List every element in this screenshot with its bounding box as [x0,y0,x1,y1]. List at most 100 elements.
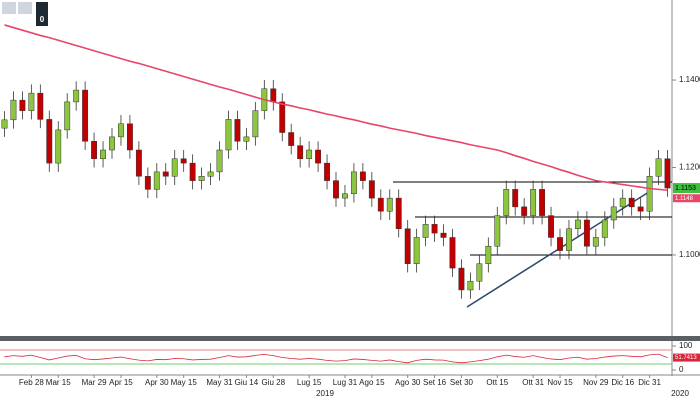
candle-body [458,267,465,291]
candle-body [637,206,644,212]
tool-button[interactable] [18,2,32,14]
moving-average [4,24,668,192]
candle-body [646,175,653,212]
x-tick-label: Ago 30 [395,378,421,387]
panel-separator [0,336,700,341]
candle-body [592,237,599,247]
candle-body [126,123,133,151]
x-tick-label: Apr 30 [145,378,169,387]
candle-body [216,149,223,173]
x-tick-label: Apr 15 [109,378,133,387]
badge: 0 [40,15,45,24]
x-tick-label: Giu 14 [235,378,259,387]
candle-body [431,224,438,234]
rsi-last-box [673,353,700,362]
ma-last-label: 1.1148 [675,196,694,202]
badge-box[interactable] [36,2,48,26]
candle-body [333,180,339,199]
candle-body [422,224,429,238]
candle-body [1,119,8,129]
candle-body [91,141,98,160]
y-tick-label: 1.1200 [679,163,700,172]
candle-body [413,237,420,264]
candle-body [144,175,151,190]
candle-body [73,89,80,103]
candle-body [279,101,286,133]
candle-body [243,136,250,142]
ma-last-box [673,194,700,203]
rsi-tick-label: 0 [679,365,684,374]
candle-body [404,228,411,264]
candle-body [467,280,474,291]
x-tick-label: Mar 15 [46,378,71,387]
x-tick-label: Ago 15 [359,378,385,387]
candle-body [270,88,277,103]
rsi-last-label: 51.7413 [675,355,697,361]
candle-body [342,193,348,199]
x-tick-label: Set 30 [450,378,474,387]
candle-body [109,136,115,151]
x-tick-label: Mar 29 [82,378,107,387]
x-tick-label: Ott 15 [486,378,508,387]
candle-body [386,197,393,212]
candle-body [574,219,581,229]
tool-button[interactable] [2,2,16,14]
x-tick-label: Feb 28 [19,378,44,387]
candle-body [521,206,528,216]
x-tick-label: Giu 28 [261,378,285,387]
x-tick-label: May 15 [171,378,198,387]
candle-body [350,171,357,194]
candle-body [583,219,590,247]
candle-body [539,189,546,216]
candle-body [189,162,196,181]
candle-body [306,149,313,160]
x-tick-label: Nov 15 [547,378,573,387]
candle-body [557,237,563,251]
year-label: 2020 [671,389,689,398]
candle-body [64,101,71,131]
candle-body [512,189,519,208]
candle-body [476,263,483,282]
x-tick-label: Dic 31 [638,378,661,387]
rsi-line [4,353,668,364]
candle-body [610,206,617,221]
candle-body [368,180,375,199]
candle-body [485,245,492,264]
x-tick-label: Set 16 [423,378,447,387]
candle-body [171,158,178,177]
candle-body [82,89,89,142]
last-price-box [673,183,700,194]
candle-body [449,237,456,269]
x-tick-label: Ott 31 [522,378,544,387]
candle-body [395,197,402,229]
candle-body [153,171,160,190]
candle-body [494,215,501,247]
candle-body [135,149,142,177]
candle-body [37,92,44,120]
candle-body [10,99,17,121]
candle-body [297,145,304,160]
candle-body [225,119,232,151]
candle-body [234,119,241,142]
candle-body [619,197,626,208]
candle-body [207,171,214,177]
candle-body [503,189,510,216]
candle-body [655,158,662,177]
y-tick-label: 1.1000 [679,250,700,259]
candle-body [530,189,537,216]
candle-body [548,215,554,238]
candle-body [601,219,608,238]
candle-body [628,197,635,208]
last-price-label: 1.1153 [675,185,696,192]
candle-body [288,132,295,146]
candle-body [118,123,124,138]
candle-body [566,228,572,251]
candle-body [46,119,53,164]
year-label: 2019 [316,389,334,398]
candle-body [664,158,671,189]
candle-body [180,158,187,164]
